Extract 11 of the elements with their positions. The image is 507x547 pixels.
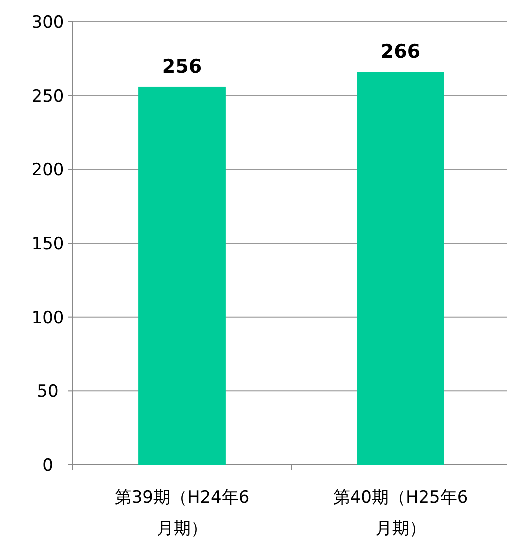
y-tick-label: 200 (32, 160, 64, 181)
y-tick-label: 250 (32, 86, 64, 107)
y-tick-label: 0 (42, 456, 54, 476)
data-label: 256 (162, 56, 202, 78)
y-tick-label: 300 (32, 12, 64, 33)
data-label: 266 (380, 41, 421, 64)
x-tick-label: 第39期（H24年6月期） (114, 487, 251, 541)
y-tick-label: 50 (37, 382, 59, 402)
x-tick-label: 第40期（H25年6月期） (332, 487, 470, 541)
y-tick-label: 100 (32, 308, 64, 328)
y-tick-label: 150 (32, 234, 64, 254)
